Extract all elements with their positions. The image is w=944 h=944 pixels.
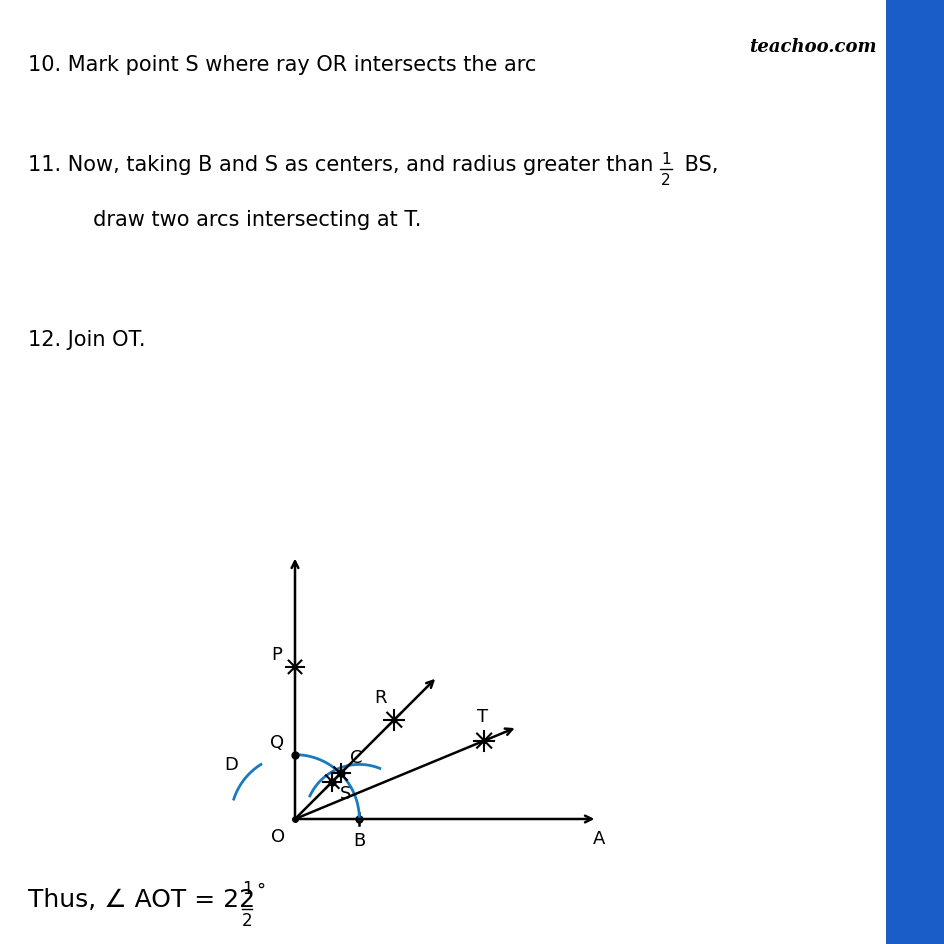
Text: draw two arcs intersecting at T.: draw two arcs intersecting at T. — [59, 210, 421, 229]
Text: C: C — [350, 748, 362, 766]
Text: °: ° — [256, 881, 265, 899]
Text: BS,: BS, — [677, 155, 717, 175]
Text: O: O — [271, 827, 285, 845]
Text: 12. Join OT.: 12. Join OT. — [28, 329, 145, 349]
Text: T: T — [476, 707, 487, 725]
Text: A: A — [593, 829, 605, 847]
Text: Q: Q — [270, 733, 284, 751]
Text: 10. Mark point S where ray OR intersects the arc: 10. Mark point S where ray OR intersects… — [28, 55, 536, 75]
Text: B: B — [353, 831, 365, 849]
Text: Thus, ∠ AOT = 22: Thus, ∠ AOT = 22 — [28, 887, 255, 911]
Text: 11. Now, taking B and S as centers, and radius greater than: 11. Now, taking B and S as centers, and … — [28, 155, 659, 175]
Text: 2: 2 — [661, 173, 670, 188]
Text: S: S — [340, 784, 351, 801]
Text: 2: 2 — [242, 911, 252, 929]
Text: D: D — [225, 755, 238, 773]
Text: P: P — [271, 646, 282, 664]
Text: 1: 1 — [661, 152, 670, 167]
Text: 1: 1 — [242, 879, 252, 897]
Bar — [885, 0, 944, 944]
Text: teachoo.com: teachoo.com — [748, 38, 875, 56]
Text: R: R — [374, 688, 386, 706]
